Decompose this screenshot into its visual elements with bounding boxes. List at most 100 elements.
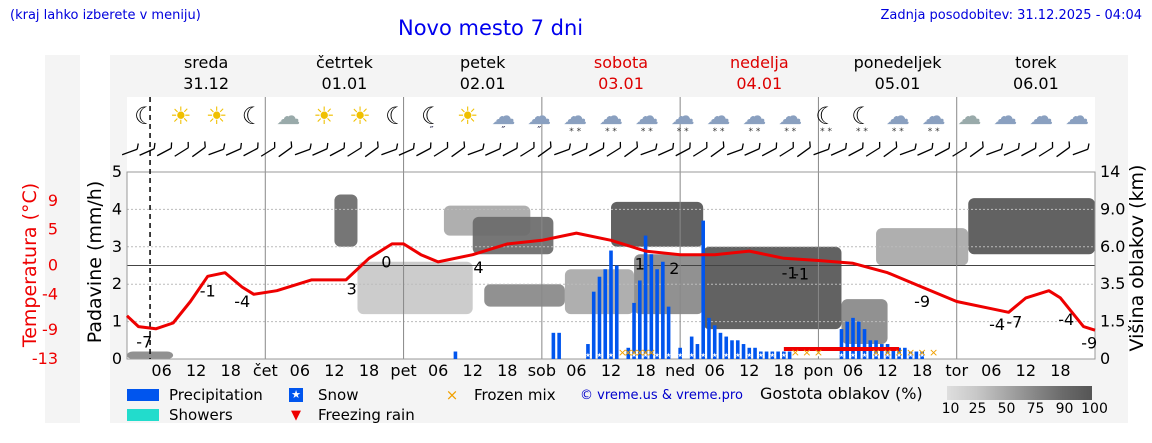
precipitation-bar: [707, 317, 711, 359]
wind-barb-flag: [655, 143, 658, 150]
cloud-rain-icon: ☁: [491, 102, 515, 130]
wind-barb-shaft: [1003, 148, 1019, 156]
wind-barb-icon: [520, 141, 535, 157]
cloud-density-swatch: [947, 386, 976, 400]
wind-barb-icon: [1072, 143, 1090, 156]
wind-barb-flag: [273, 141, 276, 148]
wind-barb-shaft: [467, 148, 484, 156]
wind-barb-icon: [744, 142, 761, 156]
day-short-label: sob: [528, 361, 556, 380]
precipitation-bar: [903, 347, 907, 359]
wind-barb-shaft: [624, 146, 638, 158]
precipitation-bar: [626, 347, 631, 359]
wind-barb-shaft: [796, 146, 811, 158]
wind-barb-shaft: [657, 148, 674, 156]
wind-barb-icon: [917, 142, 934, 156]
wind-barb-flag: [204, 141, 206, 148]
wind-barb-shaft: [952, 147, 967, 157]
wind-barb-icon: [174, 141, 189, 157]
cloud-patch: [357, 261, 473, 315]
wind-barb-flag: [568, 143, 572, 150]
wind-barb-shaft: [710, 146, 725, 158]
wind-barb-icon: [986, 143, 1004, 156]
snow-mark: ★: [839, 352, 844, 359]
precipitation-bar: [453, 351, 458, 359]
wind-barb-icon: [294, 143, 312, 156]
wind-barb-icon: [208, 143, 226, 156]
precipitation-bar: [614, 265, 619, 359]
snow-mark: ★: [654, 352, 659, 359]
precipitation-tick: 3: [112, 237, 122, 256]
day-name: torek: [1015, 53, 1057, 72]
wind-barb-icon: [381, 143, 399, 156]
moon-cloud-icon: ☁: [958, 102, 982, 130]
temperature-label: -7: [136, 332, 152, 351]
snow-mark: ★: [620, 352, 625, 359]
wind-barb-icon: [899, 143, 917, 156]
wind-barb-shaft: [347, 147, 362, 157]
precipitation-bar: [551, 332, 556, 359]
precipitation-bar: [897, 347, 901, 359]
wind-barb-flag: [758, 142, 761, 149]
wind-barb-shaft: [744, 148, 760, 156]
wind-barb-shaft: [899, 148, 916, 156]
precipitation-bar: [885, 344, 890, 359]
day-name: četrtek: [316, 53, 374, 72]
credit-link[interactable]: © vreme.us & vreme.pro: [580, 388, 743, 403]
precipitation-bar: [764, 351, 769, 359]
snow-mark: ★: [689, 352, 694, 359]
wind-barb-flag: [240, 142, 243, 149]
wind-barb-flag: [482, 143, 485, 150]
snowflake-icon: * *: [677, 127, 689, 137]
wind-barb-icon: [156, 142, 173, 157]
wind-barb-shaft: [174, 147, 189, 157]
wind-barb-flag: [775, 142, 778, 149]
frozen-mix-mark: ×: [647, 346, 656, 359]
wind-barb-icon: [692, 141, 708, 157]
snow-mark: ★: [712, 352, 717, 359]
snow-mark: ★: [862, 352, 867, 359]
precipitation-tick: 1: [112, 312, 122, 331]
wind-barb-icon: [624, 141, 639, 158]
cloud-patch: [127, 351, 174, 359]
wind-barb-shaft: [726, 148, 743, 156]
precipitation-bar: [787, 351, 792, 359]
sun-cloud-icon: ☀: [349, 102, 371, 130]
precipitation-bar: [661, 261, 665, 359]
day-date: 01.01: [322, 74, 368, 93]
wind-barb-flag: [343, 142, 346, 149]
precipitation-axis-label: Padavine (mm/h): [84, 181, 106, 344]
cloud-rain-icon: ☁: [527, 102, 551, 130]
cloud-snow-icon: ☁: [742, 102, 766, 130]
wind-barb-icon: [640, 143, 658, 156]
wind-barb-icon: [606, 141, 622, 157]
wind-barb-flag: [170, 142, 173, 149]
wind-barb-flag: [549, 141, 552, 148]
hour-tick: 18: [1050, 361, 1070, 380]
wind-barb-shaft: [208, 148, 224, 156]
location-note[interactable]: (kraj lahko izberete v meniju): [10, 8, 201, 23]
wind-barb-shaft: [225, 148, 241, 156]
day-short-label: tor: [945, 361, 968, 380]
cloud-patch: [703, 246, 842, 330]
precipitation-bar: [712, 325, 717, 359]
snow-mark: ★: [793, 352, 798, 359]
wind-barb-shaft: [278, 146, 293, 158]
wind-barb-shaft: [191, 146, 206, 158]
precipitation-bar: [782, 351, 786, 359]
temperature-axis-label: Temperatura (°C): [19, 183, 41, 348]
frozen-mix-mark: ×: [929, 346, 938, 359]
wind-barb-icon: [347, 141, 362, 157]
legend-snow: ★ Snow: [286, 386, 358, 404]
snow-mark: ★: [804, 352, 809, 359]
cloud-patch: [968, 198, 1095, 255]
hour-tick: 12: [739, 361, 759, 380]
precipitation-bar: [839, 329, 844, 359]
cloud-density-swatch: [976, 386, 1005, 400]
hour-tick: 06: [428, 361, 448, 380]
cloud-patch: [876, 228, 969, 266]
precipitation-bar: [666, 306, 671, 359]
wind-barb-icon: [1038, 141, 1054, 157]
wind-barb-shaft: [986, 148, 1002, 156]
